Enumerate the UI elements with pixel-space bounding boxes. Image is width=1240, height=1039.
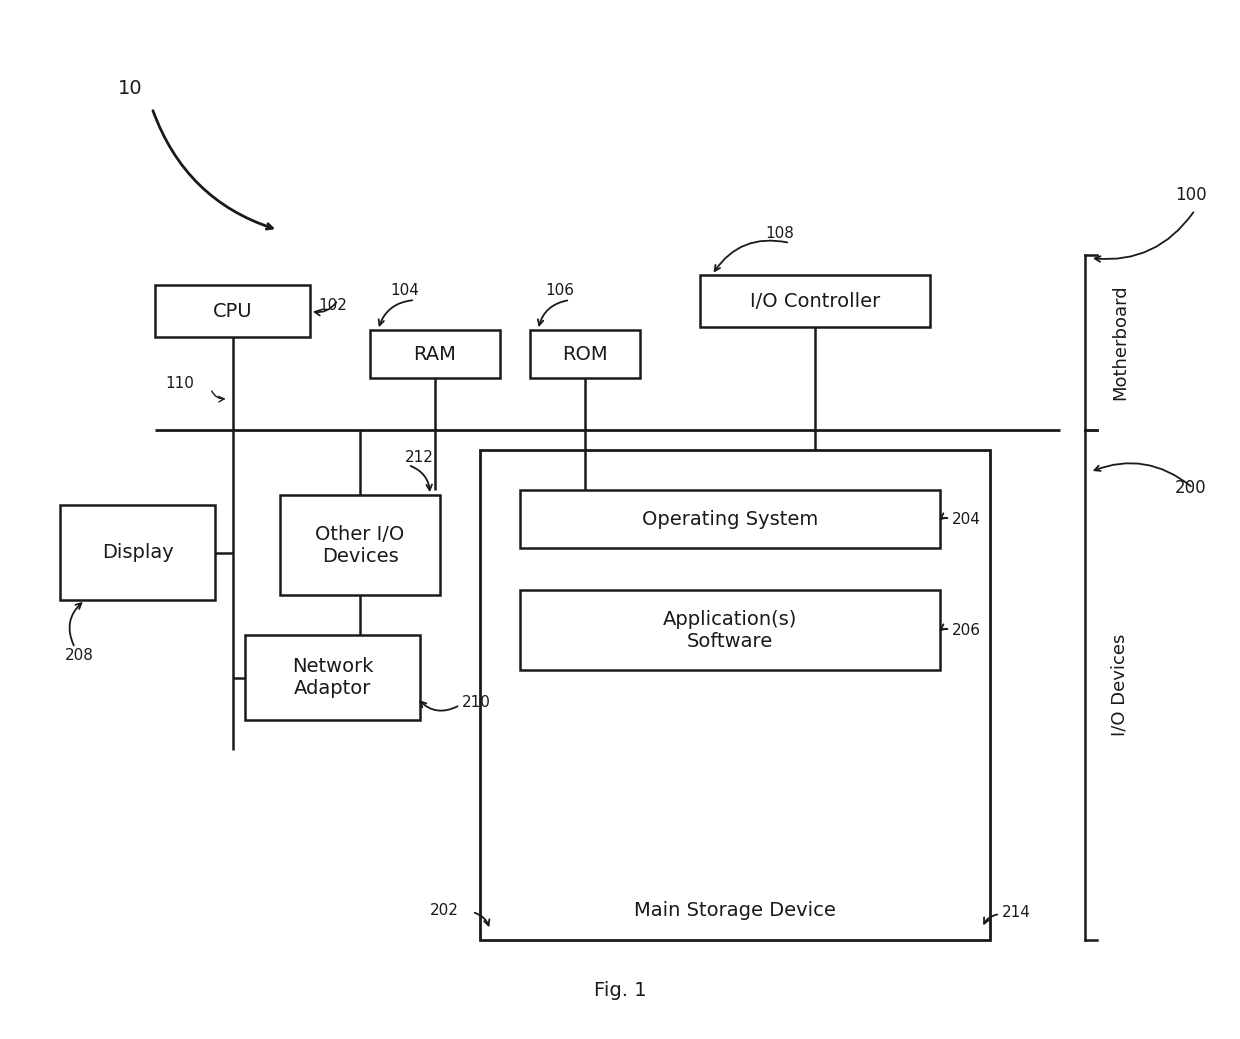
- Text: 210: 210: [463, 694, 491, 710]
- Text: Operating System: Operating System: [642, 509, 818, 529]
- Text: 10: 10: [118, 79, 143, 98]
- Text: Motherboard: Motherboard: [1111, 285, 1128, 400]
- Bar: [60, 505, 215, 600]
- Text: 108: 108: [765, 225, 795, 240]
- Bar: [529, 330, 640, 378]
- Text: Application(s)
Software: Application(s) Software: [663, 610, 797, 650]
- Text: 100: 100: [1176, 186, 1207, 204]
- Text: Network
Adaptor: Network Adaptor: [291, 657, 373, 698]
- Bar: [155, 285, 310, 337]
- Text: 102: 102: [317, 297, 347, 313]
- Text: 206: 206: [952, 622, 981, 638]
- Text: I/O Devices: I/O Devices: [1111, 634, 1128, 737]
- Bar: [480, 450, 990, 940]
- Text: 200: 200: [1176, 479, 1207, 497]
- Text: 110: 110: [166, 376, 195, 391]
- Text: 204: 204: [952, 511, 981, 527]
- Bar: [520, 490, 940, 548]
- Text: Other I/O
Devices: Other I/O Devices: [315, 525, 404, 565]
- Text: Main Storage Device: Main Storage Device: [634, 901, 836, 920]
- Text: Fig. 1: Fig. 1: [594, 981, 646, 1000]
- Text: Display: Display: [102, 543, 174, 562]
- Text: ROM: ROM: [562, 345, 608, 364]
- Text: 212: 212: [405, 450, 434, 464]
- Text: 214: 214: [1002, 905, 1030, 920]
- Text: 104: 104: [391, 283, 419, 297]
- Text: I/O Controller: I/O Controller: [750, 292, 880, 311]
- Text: 208: 208: [64, 647, 94, 663]
- Bar: [520, 590, 940, 670]
- Bar: [280, 495, 440, 595]
- Text: RAM: RAM: [414, 345, 456, 364]
- Bar: [246, 635, 420, 720]
- Bar: [701, 275, 930, 327]
- Text: 202: 202: [430, 903, 459, 917]
- Text: CPU: CPU: [213, 301, 252, 320]
- Text: 106: 106: [546, 283, 574, 297]
- Bar: [370, 330, 500, 378]
